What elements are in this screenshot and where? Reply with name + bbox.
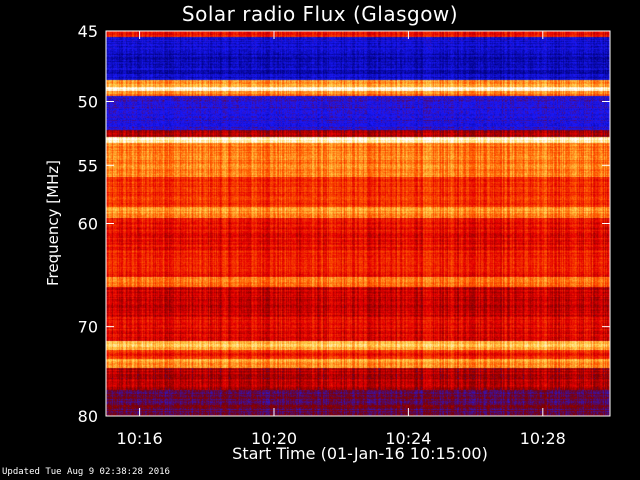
y-tick-label: 80 [78, 407, 98, 426]
y-tick-label: 50 [78, 93, 98, 112]
spectrogram-plot-area [106, 31, 610, 416]
spectrogram-heatmap [106, 31, 610, 416]
y-axis-label: Frequency [MHz] [44, 159, 62, 287]
chart-title: Solar radio Flux (Glasgow) [181, 2, 459, 26]
y-tick-label: 55 [78, 156, 98, 175]
y-tick-label: 60 [78, 215, 98, 234]
updated-timestamp: Updated Tue Aug 9 02:38:28 2016 [2, 467, 170, 477]
y-tick-label: 70 [78, 318, 98, 337]
x-axis-label: Start Time (01-Jan-16 10:15:00) [232, 444, 488, 463]
